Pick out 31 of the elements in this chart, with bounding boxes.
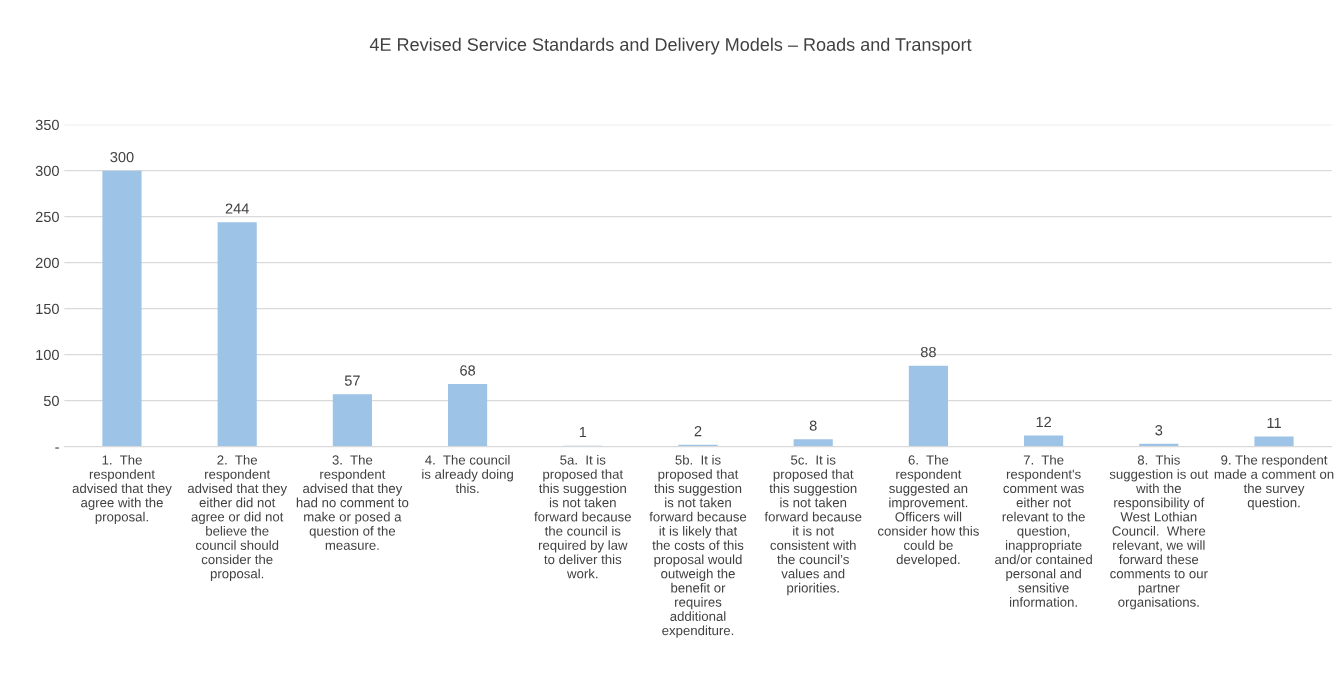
data-label: 57: [344, 375, 360, 386]
category-label: 5a. It is proposed that this suggestion is not taken forward because the council is required by law to deliver this work.: [534, 454, 631, 579]
data-label: 3: [1155, 425, 1163, 436]
y-tick-label: 350: [35, 119, 59, 131]
x-tick-label: 4. The council is already doing this.: [422, 454, 513, 494]
x-tick-label: 1. The respondent advised that they agree with the proposal.: [72, 454, 172, 525]
y-tick-label: 50: [43, 395, 59, 407]
data-label: 88: [920, 346, 936, 358]
category-label: 8. This suggestion is out with the responsibility of West Lothian Council. Where relevant, we will forward these comments to our partner organisations.: [1109, 454, 1209, 610]
data-label: 1: [579, 427, 587, 438]
category-label: 5b. It is proposed that this suggestion is not taken forward because it is likely that the costs of this proposal would outweigh the benefit or requires additional expenditure.: [649, 454, 747, 638]
category-label: 2. The respondent advised that they either did not agree or did not believe the council should consider the proposal.: [187, 454, 288, 581]
data-label: 244: [225, 203, 249, 214]
y-tick-label: -: [55, 447, 59, 449]
data-label: 8: [809, 420, 817, 431]
x-tick-label: 6. The respondent suggested an improvement. Officers will consider how this could be developed.: [877, 454, 979, 567]
y-tick-label: 300: [35, 165, 59, 177]
chart-title: 4E Revised Service Standards and Delivery Models – Roads and Transport: [369, 37, 972, 55]
category-label: 7. The respondent's comment was either not relevant to the question, inappropriate and/or contained personal and sensitive information.: [995, 454, 1092, 607]
data-label: 11: [1267, 417, 1281, 428]
x-tick-label: 3. The respondent advised that they had no comment to make or posed a question of the measure.: [296, 454, 409, 550]
y-tick-label: 200: [35, 257, 59, 269]
data-label: 68: [460, 365, 476, 376]
data-label: 2: [694, 426, 702, 437]
y-tick-label: 250: [35, 211, 59, 223]
data-label: 12: [1036, 416, 1051, 427]
data-label: 300: [110, 151, 134, 163]
y-tick-label: 100: [36, 349, 59, 361]
category-label: 5c. It is proposed that this suggestion is not taken forward because it is not consistent with the council’s values and priorities.: [764, 454, 862, 596]
y-tick-label: 150: [36, 303, 59, 315]
x-tick-label: 9. The respondent made a comment on the survey question.: [1214, 454, 1334, 510]
